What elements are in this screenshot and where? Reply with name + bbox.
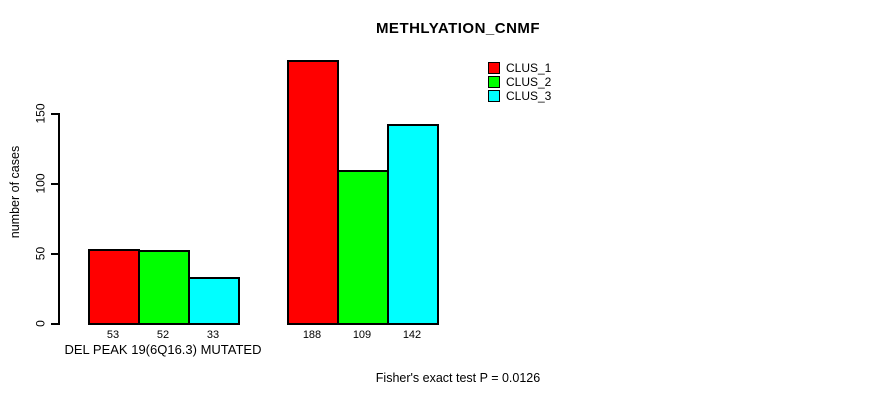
legend-label: CLUS_3	[506, 89, 552, 103]
y-axis-tick	[51, 183, 58, 185]
legend-row-clus_2: CLUS_2	[488, 75, 551, 89]
y-axis-tick-label: 0	[33, 320, 48, 327]
legend-swatch-icon	[488, 62, 500, 74]
y-axis-tick	[51, 113, 58, 115]
y-axis-tick-label: 50	[33, 246, 48, 261]
y-axis-tick	[51, 253, 58, 255]
legend-label: CLUS_2	[506, 75, 552, 89]
bar-clus_3-group2	[387, 124, 439, 325]
legend-swatch-icon	[488, 76, 500, 88]
y-axis-label: number of cases	[8, 145, 22, 239]
bar-value-label: 109	[352, 329, 372, 341]
y-axis-tick-label: 150	[33, 103, 48, 124]
y-axis-line	[58, 113, 60, 325]
legend: CLUS_1 CLUS_2 CLUS_3	[488, 61, 551, 103]
bar-value-label: 53	[106, 329, 120, 341]
bar-value-label: 33	[206, 329, 220, 341]
footnote: Fisher's exact test P = 0.0126	[375, 371, 541, 385]
legend-swatch-icon	[488, 90, 500, 102]
bar-value-label: 188	[302, 329, 322, 341]
bar-clus_1-group2	[287, 59, 339, 325]
bar-clus_2-group2	[337, 170, 389, 325]
bar-value-label: 52	[156, 329, 170, 341]
y-axis-tick-label: 100	[33, 173, 48, 194]
x-axis-group-label: DEL PEAK 19(6Q16.3) MUTATED	[64, 342, 262, 357]
legend-label: CLUS_1	[506, 61, 552, 75]
legend-row-clus_3: CLUS_3	[488, 89, 551, 103]
y-axis-tick	[51, 323, 58, 325]
bar-clus_1-group1	[88, 248, 140, 325]
bar-value-label: 142	[402, 329, 422, 341]
bar-clus_2-group1	[138, 250, 190, 325]
legend-row-clus_1: CLUS_1	[488, 61, 551, 75]
bar-clus_3-group1	[188, 276, 240, 325]
chart-title: METHLYATION_CNMF	[375, 20, 541, 37]
